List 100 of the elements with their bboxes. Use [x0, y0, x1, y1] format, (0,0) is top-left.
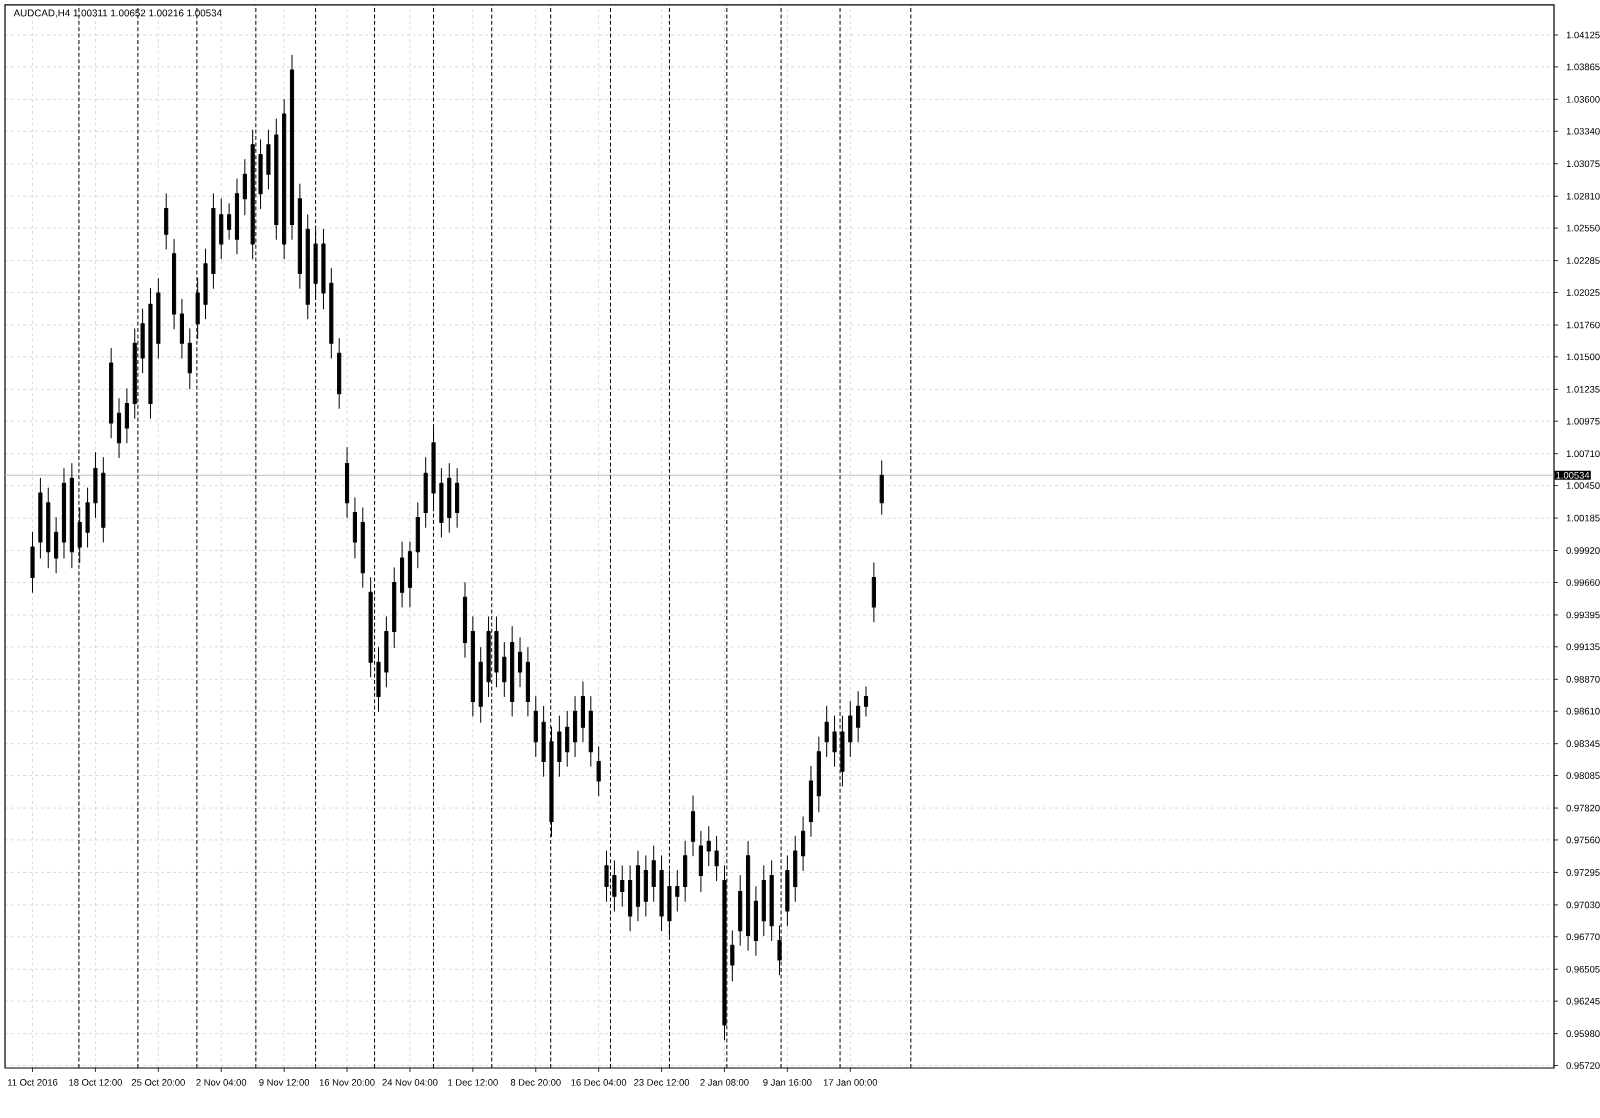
x-tick-label: 9 Jan 16:00 — [763, 1079, 812, 1086]
candlestick — [219, 198, 224, 260]
candlestick — [392, 567, 397, 648]
candlestick — [706, 825, 711, 867]
candlestick — [698, 830, 703, 892]
candlestick — [156, 277, 161, 359]
candlestick — [502, 642, 507, 697]
candlestick — [470, 616, 475, 717]
ref-line-label: 1.00534 — [1556, 471, 1590, 479]
candlestick — [274, 118, 279, 240]
candlestick — [148, 287, 153, 419]
y-tick-label: 0.96770 — [1566, 933, 1600, 941]
candlestick — [462, 581, 468, 658]
candlestick — [266, 129, 271, 190]
y-tick-label: 1.03600 — [1566, 96, 1600, 103]
candlestick — [203, 248, 208, 320]
candlestick — [227, 203, 232, 240]
x-tick-label: 8 Dec 20:00 — [510, 1079, 561, 1086]
candlestick — [30, 531, 35, 593]
candlestick — [824, 705, 829, 758]
x-tick-label: 16 Nov 20:00 — [319, 1079, 375, 1086]
y-tick-label: 0.99395 — [1566, 611, 1600, 619]
candlestick — [297, 183, 302, 289]
candlestick — [517, 637, 523, 688]
candlestick — [557, 715, 562, 777]
candlestick — [360, 507, 365, 588]
candlestick — [801, 816, 806, 872]
y-tick-label: 1.02550 — [1566, 224, 1600, 232]
y-tick-label: 0.97030 — [1566, 901, 1600, 909]
x-tick-label: 17 Jan 00:00 — [823, 1079, 878, 1086]
candlestick — [816, 736, 821, 813]
candlestick — [863, 686, 869, 717]
candlestick — [588, 695, 593, 767]
y-tick-label: 1.00185 — [1566, 514, 1600, 522]
candlestick — [541, 705, 546, 777]
candlestick — [447, 463, 452, 533]
candlestick — [455, 467, 460, 528]
candlestick — [384, 616, 389, 688]
x-tick-label: 11 Oct 2016 — [7, 1079, 58, 1086]
y-tick-label: 1.00710 — [1566, 450, 1600, 458]
x-tick-label: 2 Nov 04:00 — [196, 1079, 247, 1086]
candlestick — [596, 746, 601, 797]
candlestick — [69, 463, 74, 569]
candlestick — [85, 487, 90, 548]
candlestick — [714, 835, 719, 881]
y-tick-label: 1.04125 — [1566, 31, 1600, 39]
x-tick-label: 2 Jan 08:00 — [700, 1079, 749, 1086]
candlestick — [635, 850, 641, 922]
candlestick — [400, 541, 405, 608]
candlestick — [769, 860, 774, 941]
candlestick — [289, 54, 295, 240]
y-tick-label: 1.03865 — [1566, 63, 1600, 71]
candlestick — [628, 865, 633, 932]
y-tick-label: 0.98085 — [1566, 772, 1600, 779]
x-tick-label: 24 Nov 04:00 — [382, 1079, 438, 1086]
candlestick — [38, 477, 43, 559]
candlestick — [793, 835, 798, 902]
x-tick-label: 16 Dec 04:00 — [571, 1079, 627, 1086]
x-tick-label: 23 Dec 12:00 — [634, 1079, 690, 1086]
y-tick-label: 1.03340 — [1566, 127, 1600, 135]
candlestick — [54, 516, 59, 574]
candlestick — [643, 855, 648, 917]
candlestick — [573, 695, 578, 758]
candlestick — [580, 681, 586, 743]
candlestick — [730, 930, 735, 982]
y-tick-label: 0.98870 — [1566, 676, 1600, 683]
y-tick-label: 1.02025 — [1566, 289, 1600, 296]
y-tick-label: 0.99660 — [1566, 579, 1600, 586]
y-tick-label: 0.97820 — [1566, 804, 1600, 812]
y-tick-label: 0.97560 — [1566, 836, 1600, 844]
candlestick — [651, 845, 656, 902]
candlestick — [258, 139, 263, 209]
candlestick — [282, 98, 287, 260]
x-tick-label: 1 Dec 12:00 — [448, 1079, 498, 1086]
y-tick-label: 1.00450 — [1566, 482, 1600, 489]
y-tick-label: 0.95980 — [1566, 1030, 1600, 1037]
y-tick-label: 0.98345 — [1566, 740, 1600, 748]
candlestick — [620, 865, 625, 907]
candlestick — [46, 487, 51, 569]
candlestick — [187, 328, 192, 390]
candlestick — [745, 840, 751, 951]
y-tick-label: 0.95720 — [1566, 1062, 1600, 1069]
candlestick — [879, 460, 884, 515]
candlestick — [565, 710, 570, 767]
candlestick — [352, 497, 357, 559]
y-tick-label: 0.97295 — [1566, 869, 1600, 876]
y-tick-label: 0.96245 — [1566, 997, 1600, 1005]
candlestick — [533, 695, 538, 758]
candlestick — [848, 700, 853, 758]
candlestick — [124, 388, 129, 444]
candlestick — [61, 467, 67, 559]
y-tick-label: 1.00975 — [1566, 417, 1600, 425]
candlestick — [856, 691, 861, 743]
candlestick — [109, 347, 114, 439]
candlestick — [738, 874, 743, 946]
candlestick — [659, 855, 664, 932]
chart-title: AUDCAD,H4 1.00311 1.00652 1.00216 1.00534 — [13, 9, 222, 18]
candlestick — [101, 456, 106, 543]
x-tick-label: 9 Nov 12:00 — [259, 1079, 310, 1086]
candlestick — [234, 178, 240, 255]
